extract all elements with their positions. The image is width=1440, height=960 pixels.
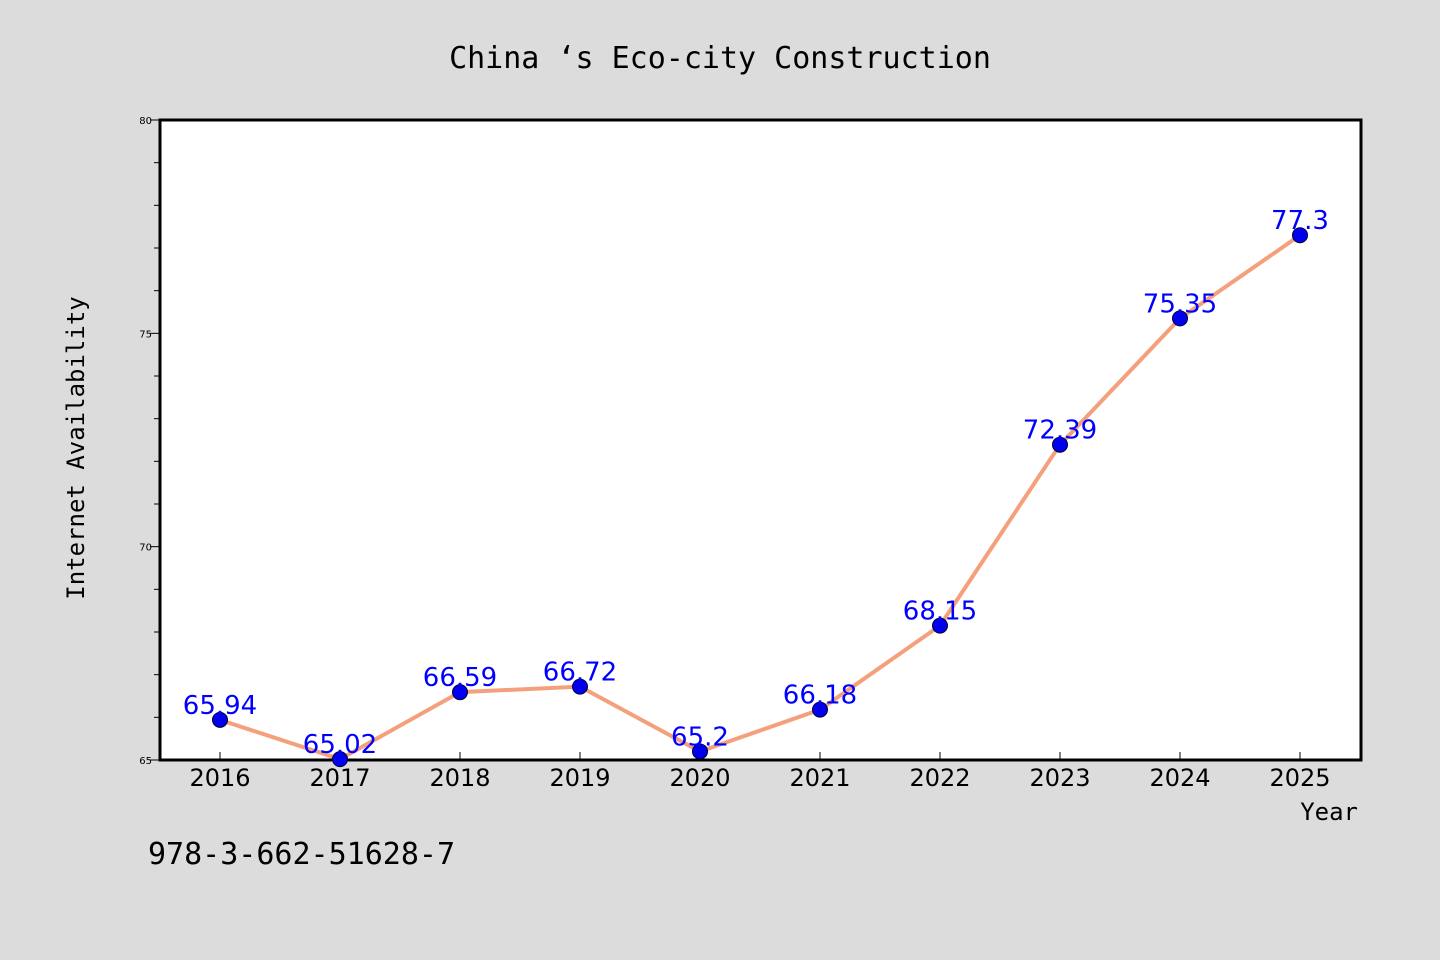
data-point <box>692 743 708 760</box>
x-tick-label: 2022 <box>909 764 970 792</box>
data-point <box>1052 436 1068 453</box>
x-tick-label: 2018 <box>429 764 490 792</box>
x-axis-label: Year <box>1300 798 1358 826</box>
x-tick-label: 2016 <box>189 764 250 792</box>
data-label: 65.2 <box>671 722 729 752</box>
x-tick-label: 2025 <box>1269 764 1330 792</box>
data-point <box>332 751 348 768</box>
y-tick-label: 65 <box>139 756 152 767</box>
data-label: 66.18 <box>783 681 857 711</box>
data-label: 77.3 <box>1271 206 1329 236</box>
series-line <box>219 233 1302 762</box>
data-label: 72.39 <box>1023 416 1097 446</box>
data-point <box>452 684 468 701</box>
y-tick-label: 80 <box>139 116 152 127</box>
data-point <box>572 678 588 695</box>
plot-area <box>158 118 1363 762</box>
y-axis-label: Internet Availability <box>62 296 90 599</box>
data-point <box>812 701 828 718</box>
data-point <box>1292 227 1308 244</box>
y-tick-label: 75 <box>139 329 152 340</box>
x-tick-label: 2023 <box>1029 764 1090 792</box>
y-tick-label: 70 <box>139 543 152 554</box>
x-axis: 2016 2017 2018 2019 2020 2021 2022 2023 2024 2025 <box>189 752 1331 792</box>
x-tick-label: 2019 <box>549 764 610 792</box>
x-tick-label: 2021 <box>789 764 850 792</box>
data-label: 66.59 <box>423 663 497 693</box>
data-label: 66.72 <box>543 658 617 688</box>
x-tick-label: 2024 <box>1149 764 1210 792</box>
data-point <box>932 617 948 634</box>
series-layer: 65.94 65.02 66.59 66.72 65.2 66.18 68.15 72.39 7… <box>183 206 1329 768</box>
data-point <box>1172 310 1188 327</box>
x-tick-label: 2020 <box>669 764 730 792</box>
footnote: 978-3-662-51628-7 <box>148 837 455 872</box>
data-label: 65.02 <box>303 730 377 760</box>
y-axis: 65 70 75 80 <box>139 116 160 767</box>
data-label: 75.35 <box>1143 289 1217 319</box>
data-label: 68.15 <box>903 597 977 627</box>
data-point <box>212 711 228 728</box>
x-tick-label: 2017 <box>309 764 370 792</box>
chart-title: China ‘s Eco-city Construction <box>449 41 991 76</box>
data-label: 65.94 <box>183 691 257 721</box>
